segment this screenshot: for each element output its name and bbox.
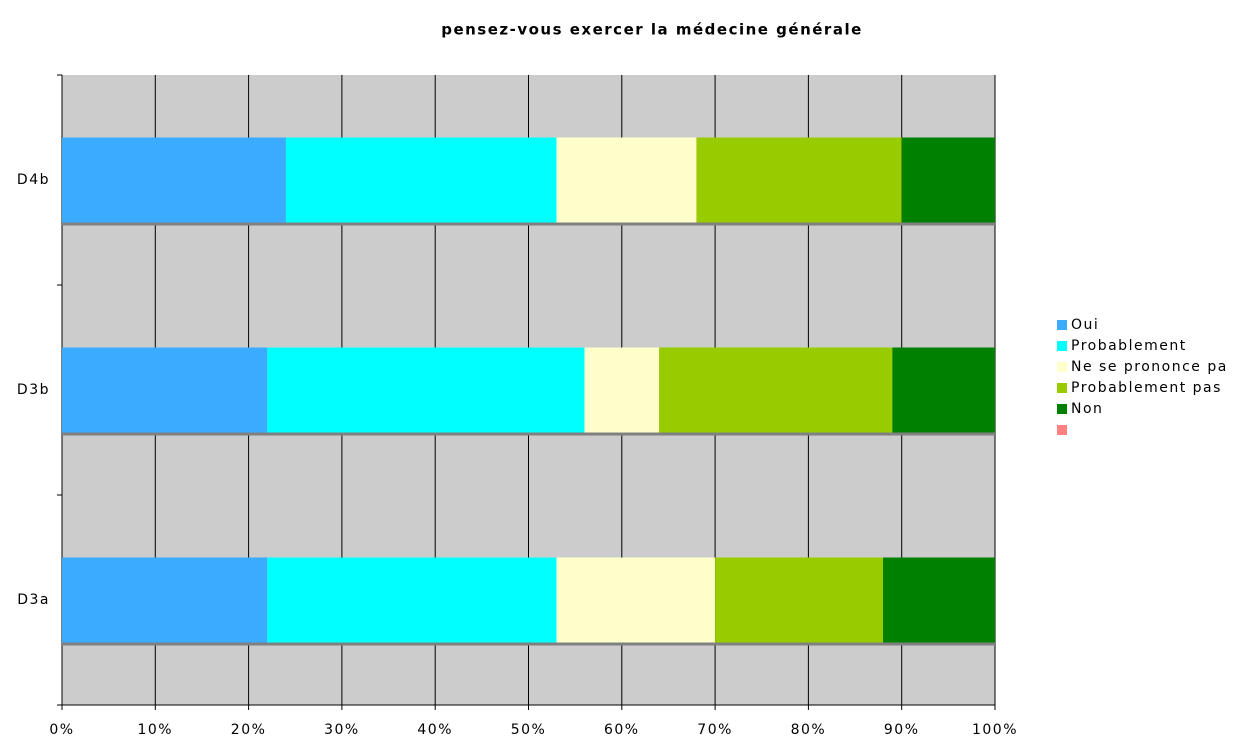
bar-segment xyxy=(62,347,268,433)
bar-segment xyxy=(696,137,902,223)
bar-segment xyxy=(556,557,716,643)
bar-segment xyxy=(62,557,268,643)
bar-segment xyxy=(584,347,660,433)
x-tick-label: 10% xyxy=(137,722,173,738)
bar-segment xyxy=(556,137,697,223)
x-tick-label: 70% xyxy=(697,722,733,738)
bar-segment xyxy=(285,137,557,223)
bar-segment xyxy=(892,347,995,433)
legend-label: Probablement xyxy=(1071,338,1187,354)
legend-swatch xyxy=(1057,320,1067,330)
legend-swatch xyxy=(1057,341,1067,351)
legend-label: Probablement pas xyxy=(1071,380,1222,396)
bar-segment xyxy=(715,557,884,643)
legend-swatch xyxy=(1057,362,1067,372)
bar-segment xyxy=(901,137,995,223)
legend-label: Ne se prononce pa xyxy=(1071,359,1228,375)
x-tick-label: 40% xyxy=(417,722,453,738)
x-tick-label: 100% xyxy=(972,722,1018,738)
y-tick-label: D4b xyxy=(17,172,50,188)
bar-segment xyxy=(267,347,585,433)
x-tick-label: 90% xyxy=(884,722,920,738)
legend-swatch xyxy=(1057,383,1067,393)
x-tick-label: 20% xyxy=(231,722,267,738)
bar-segment xyxy=(62,137,286,223)
x-tick-label: 60% xyxy=(604,722,640,738)
x-tick-label: 50% xyxy=(511,722,547,738)
x-tick-label: 0% xyxy=(49,722,74,738)
legend-label: Oui xyxy=(1071,317,1099,333)
x-tick-label: 30% xyxy=(324,722,360,738)
legend-swatch xyxy=(1057,425,1067,435)
bar-segment xyxy=(659,347,893,433)
y-tick-label: D3b xyxy=(17,382,50,398)
legend-label: Non xyxy=(1071,401,1103,417)
bar-segment xyxy=(267,557,557,643)
chart-title: pensez-vous exercer la médecine générale xyxy=(441,21,863,39)
y-tick-label: D3a xyxy=(17,592,50,608)
legend-swatch xyxy=(1057,404,1067,414)
x-tick-label: 80% xyxy=(791,722,827,738)
bar-segment xyxy=(883,557,995,643)
